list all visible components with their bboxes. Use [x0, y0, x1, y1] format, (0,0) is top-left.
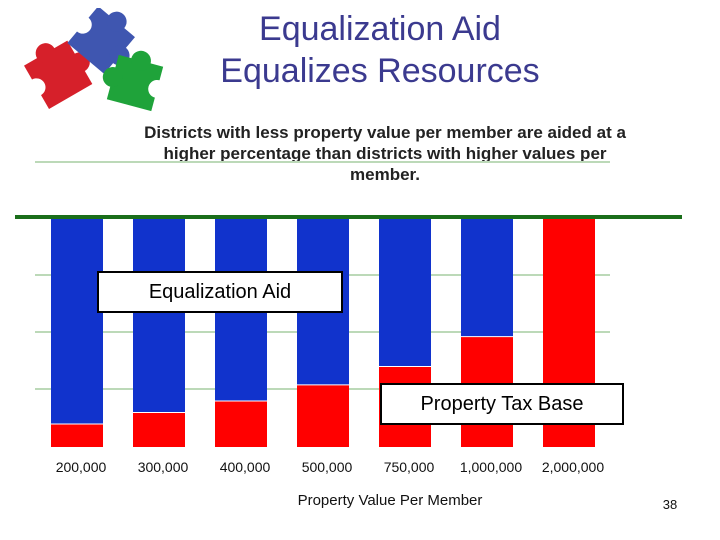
puzzle-pieces-icon — [24, 8, 167, 112]
bar-property-tax-base-2 — [215, 401, 267, 447]
x-axis-label: Property Value Per Member — [297, 492, 483, 509]
property-tax-base-callout: Property Tax Base — [380, 383, 624, 425]
subtitle: Districts with less property value per m… — [144, 123, 626, 184]
x-tick-label-0: 200,000 — [56, 459, 107, 475]
page-title: Equalization Aid Equalizes Resources — [150, 8, 610, 92]
bar-equalization-aid-1 — [133, 217, 185, 413]
bar-property-tax-base-0 — [51, 424, 103, 447]
bar-equalization-aid-5 — [461, 217, 513, 337]
x-tick-label-3: 500,000 — [302, 459, 353, 475]
x-tick-label-5: 1,000,000 — [460, 459, 522, 475]
bar-property-tax-base-1 — [133, 412, 185, 447]
bar-property-tax-base-3 — [297, 384, 349, 447]
title-line-2: Equalizes Resources — [220, 52, 540, 90]
stacked-bar-chart: 200,000 300,000 400,000 500,000 750,000 1,000… — [15, 161, 682, 475]
equalization-aid-callout: Equalization Aid — [97, 271, 343, 313]
x-tick-label-2: 400,000 — [220, 459, 271, 475]
x-tick-label-4: 750,000 — [384, 459, 435, 475]
bar-equalization-aid-4 — [379, 217, 431, 367]
page-number: 38 — [662, 497, 678, 512]
bar-equalization-aid-0 — [51, 217, 103, 424]
title-line-1: Equalization Aid — [259, 10, 501, 48]
x-tick-label-6: 2,000,000 — [542, 459, 604, 475]
x-tick-label-1: 300,000 — [138, 459, 189, 475]
